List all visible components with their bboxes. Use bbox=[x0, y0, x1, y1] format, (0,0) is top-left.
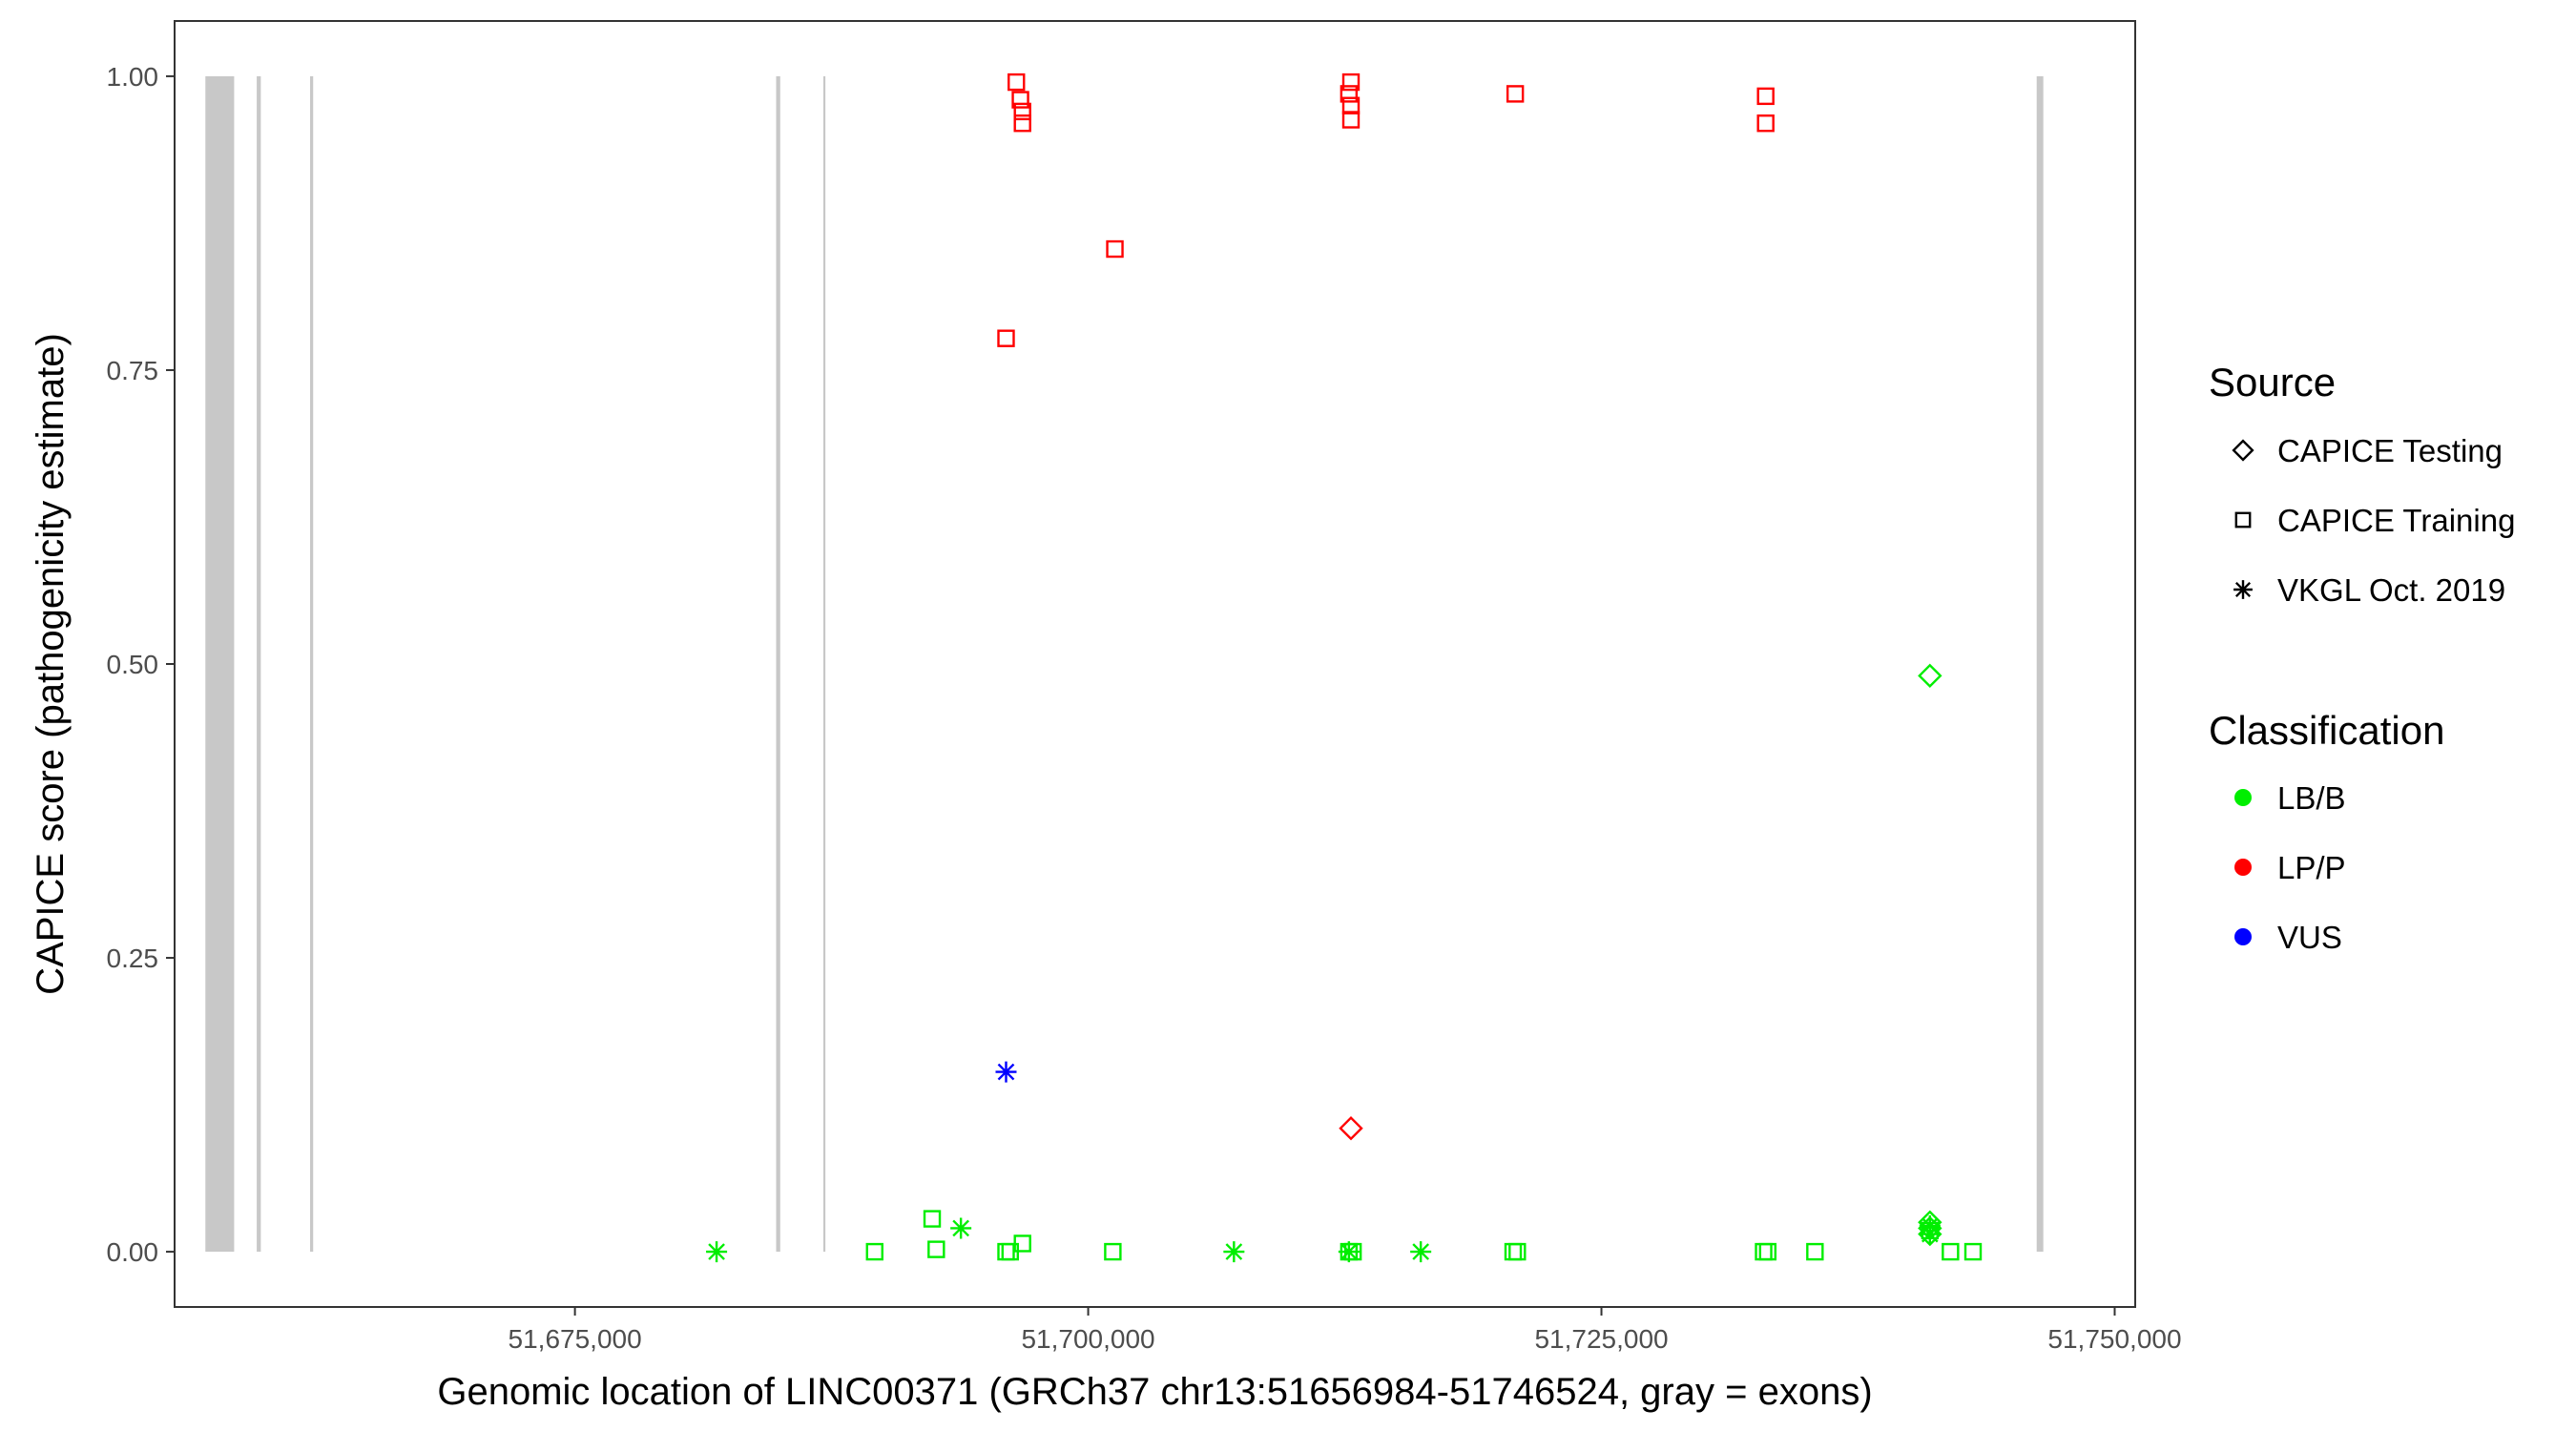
data-point bbox=[1338, 1241, 1360, 1263]
data-point bbox=[1506, 85, 1525, 103]
data-point bbox=[995, 1061, 1017, 1083]
data-point bbox=[1806, 1242, 1824, 1261]
data-point bbox=[706, 1241, 728, 1263]
data-point bbox=[1343, 1242, 1362, 1261]
data-point bbox=[1918, 663, 1942, 689]
legend-label: CAPICE Testing bbox=[2277, 433, 2503, 468]
data-point bbox=[1508, 1242, 1527, 1261]
legend-label: CAPICE Training bbox=[2277, 503, 2515, 538]
y-tick-label: 0.50 bbox=[107, 650, 159, 679]
data-point bbox=[1921, 1221, 1940, 1240]
legend-label: LB/B bbox=[2277, 780, 2346, 816]
data-point bbox=[1942, 1242, 1960, 1261]
y-axis-title: CAPICE score (pathogenicity estimate) bbox=[30, 333, 72, 995]
data-point bbox=[1013, 1234, 1031, 1253]
legend-key-asterisk bbox=[2233, 580, 2253, 599]
y-tick-label: 0.75 bbox=[107, 356, 159, 385]
data-point bbox=[1340, 85, 1359, 103]
data-point bbox=[1104, 1242, 1122, 1261]
legend-key-dot bbox=[2234, 928, 2252, 945]
data-point bbox=[1410, 1241, 1432, 1263]
data-point bbox=[1756, 114, 1775, 133]
legend-title-source: Source bbox=[2209, 360, 2336, 404]
data-point bbox=[950, 1217, 972, 1239]
y-tick-label: 0.25 bbox=[107, 944, 159, 973]
data-point bbox=[1013, 114, 1031, 133]
data-point bbox=[1223, 1241, 1245, 1263]
data-point bbox=[1339, 1116, 1363, 1141]
data-point bbox=[1341, 73, 1361, 92]
legend-label: LP/P bbox=[2277, 850, 2346, 885]
y-tick-label: 0.00 bbox=[107, 1237, 159, 1267]
data-point bbox=[1758, 1242, 1777, 1261]
legend-key-dot bbox=[2234, 859, 2252, 876]
data-point bbox=[1756, 87, 1775, 106]
data-point bbox=[1341, 96, 1361, 114]
exon-band bbox=[776, 75, 780, 1253]
exon-band bbox=[310, 75, 314, 1253]
data-point bbox=[1106, 239, 1124, 259]
legend-key-diamond bbox=[2232, 439, 2254, 462]
data-point bbox=[1008, 73, 1026, 92]
data-point bbox=[1013, 102, 1031, 121]
data-point bbox=[997, 329, 1015, 347]
data-point bbox=[927, 1240, 945, 1258]
y-tick-label: 1.00 bbox=[107, 62, 159, 92]
x-axis-title: Genomic location of LINC00371 (GRCh37 ch… bbox=[437, 1371, 1872, 1413]
x-tick-label: 51,700,000 bbox=[1021, 1324, 1154, 1354]
exon-band bbox=[822, 75, 826, 1253]
data-point bbox=[1011, 91, 1029, 109]
data-point bbox=[1919, 1223, 1941, 1245]
legend-key-dot bbox=[2234, 789, 2252, 806]
legend-label: VUS bbox=[2277, 920, 2342, 955]
x-tick-label: 51,675,000 bbox=[509, 1324, 642, 1354]
data-point bbox=[1963, 1242, 1983, 1261]
data-point bbox=[923, 1210, 942, 1228]
x-tick-label: 51,750,000 bbox=[2047, 1324, 2181, 1354]
exon-band bbox=[257, 75, 261, 1253]
data-point bbox=[865, 1242, 883, 1261]
x-tick-label: 51,725,000 bbox=[1534, 1324, 1668, 1354]
legend-label: VKGL Oct. 2019 bbox=[2277, 572, 2505, 608]
exon-band bbox=[2036, 75, 2044, 1253]
legend-key-square bbox=[2234, 511, 2252, 529]
exon-band bbox=[205, 75, 235, 1253]
legend-title-classification: Classification bbox=[2209, 708, 2444, 753]
data-point bbox=[1341, 111, 1361, 129]
